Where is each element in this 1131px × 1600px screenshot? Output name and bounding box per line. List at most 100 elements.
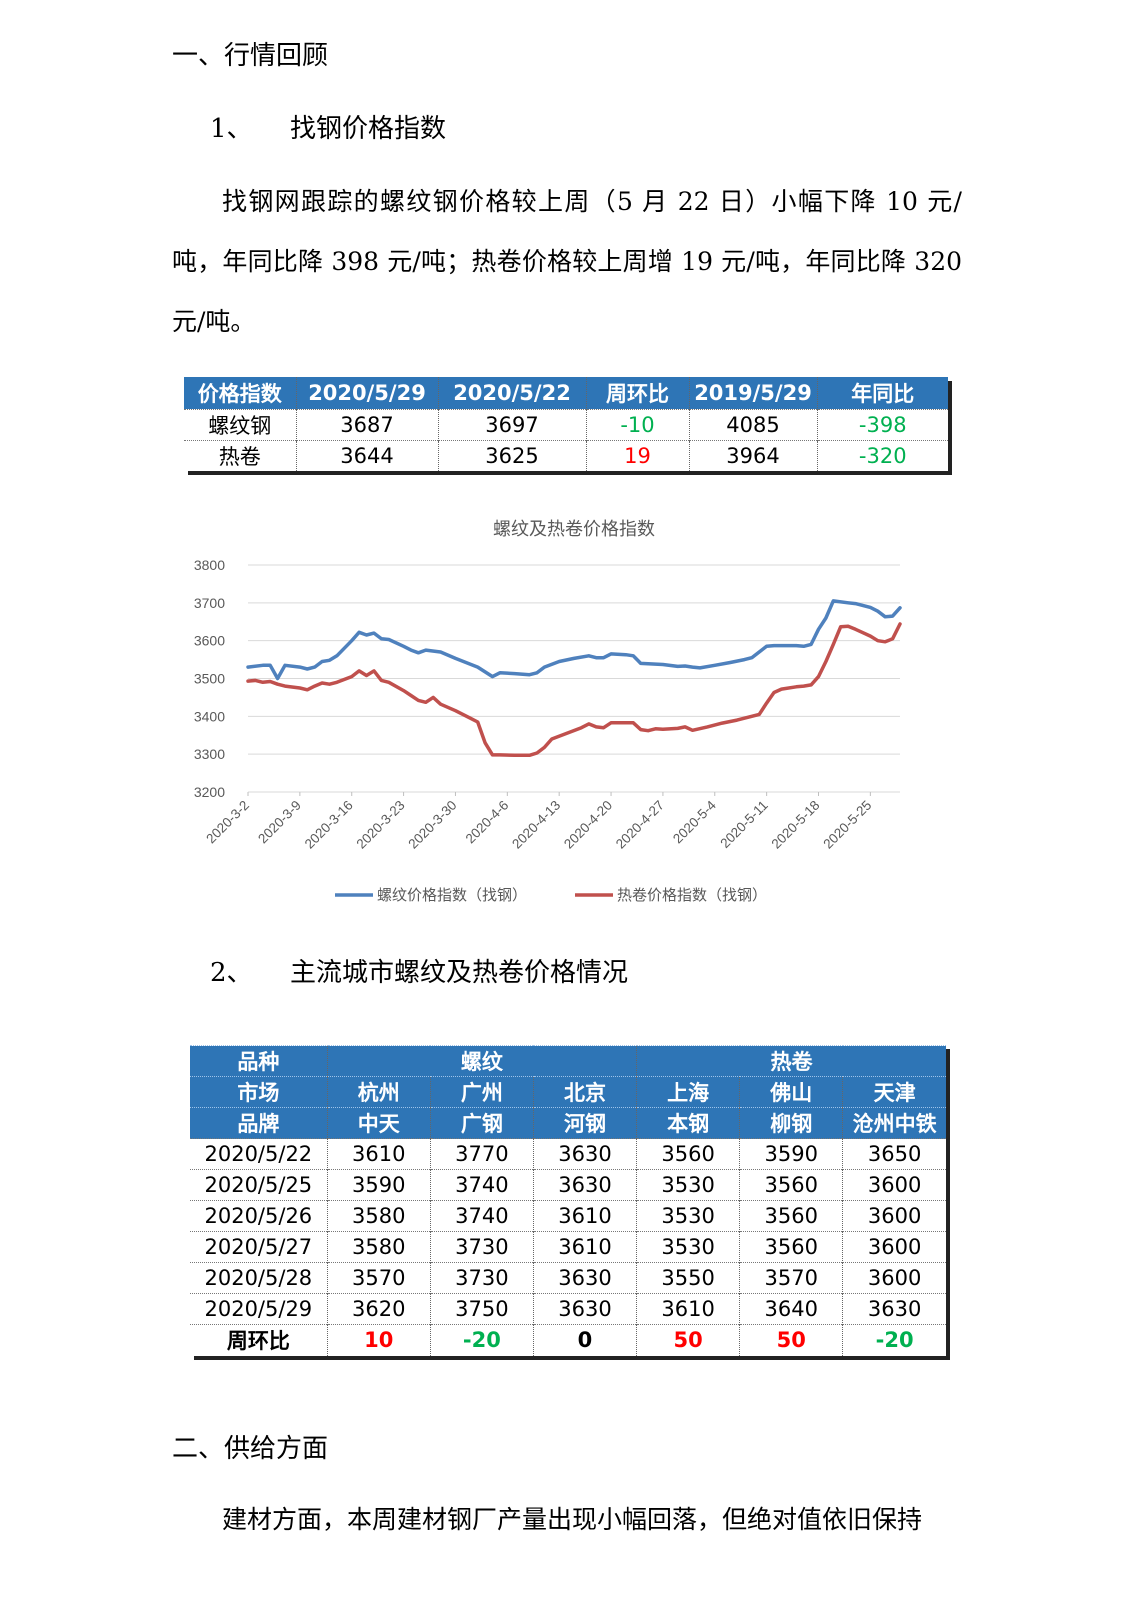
x-tick-label: 2020-5-25 — [820, 798, 874, 852]
table-row: 螺纹钢 3687 3697 -10 4085 -398 — [184, 408, 948, 440]
subsection-text: 主流城市螺纹及热卷价格情况 — [290, 958, 629, 988]
wow-change: -10 — [585, 408, 689, 440]
header-row-market: 市场 杭州 广州 北京 上海 佛山 天津 — [190, 1076, 946, 1108]
yoy-change: -320 — [816, 439, 948, 471]
price-cell: 3630 — [532, 1293, 637, 1325]
product-name: 热卷 — [184, 439, 296, 471]
table-row: 2020/5/29 3620 3750 3630 3610 3640 3630 — [190, 1293, 946, 1325]
price-cell: 3590 — [739, 1138, 843, 1170]
wow-cell: 50 — [739, 1324, 843, 1356]
price-cell: 3570 — [326, 1262, 431, 1294]
price-cell: 3580 — [326, 1200, 431, 1232]
x-tick-label: 2020-4-13 — [509, 798, 563, 852]
price-cell: 3600 — [842, 1200, 946, 1232]
wow-row: 周环比 10 -20 0 50 50 -20 — [190, 1324, 946, 1356]
market-cell: 上海 — [636, 1076, 740, 1108]
market-cell: 北京 — [532, 1076, 637, 1108]
date-cell: 2020/5/25 — [190, 1169, 328, 1201]
market-cell: 佛山 — [739, 1076, 843, 1108]
price-cell: 3630 — [532, 1138, 637, 1170]
price-cell: 3600 — [842, 1262, 946, 1294]
price-cell: 3630 — [532, 1169, 637, 1201]
market-cell: 广州 — [429, 1076, 534, 1108]
wow-cell: -20 — [429, 1324, 534, 1356]
rebar-index-line — [246, 599, 902, 681]
header-cell: 周环比 — [585, 377, 689, 409]
table-row: 2020/5/22 3610 3770 3630 3560 3590 3650 — [190, 1138, 946, 1170]
date-cell: 2020/5/28 — [190, 1262, 328, 1294]
price-cell: 3740 — [429, 1200, 534, 1232]
wow-cell: 10 — [326, 1324, 431, 1356]
price-cell: 3730 — [429, 1231, 534, 1263]
market-cell: 天津 — [842, 1076, 946, 1108]
price-cell: 3530 — [636, 1231, 740, 1263]
x-tick-label: 2020-3-30 — [405, 798, 459, 852]
chart-title: 螺纹及热卷价格指数 — [493, 519, 655, 539]
y-tick-label: 3400 — [194, 708, 225, 724]
table-cell: 4085 — [688, 408, 817, 440]
price-cell: 3600 — [842, 1231, 946, 1263]
subsection-number: 2、 — [210, 958, 253, 988]
x-tick-label: 2020-5-11 — [717, 798, 770, 851]
date-cell: 2020/5/27 — [190, 1231, 328, 1263]
header-cell: 价格指数 — [184, 377, 296, 409]
header-row-brand: 品牌 中天 广钢 河钢 本钢 柳钢 沧州中铁 — [190, 1107, 946, 1139]
price-cell: 3560 — [636, 1138, 740, 1170]
legend-label: 热卷价格指数（找钢） — [617, 887, 767, 904]
row-label: 市场 — [190, 1076, 328, 1108]
table-row: 2020/5/25 3590 3740 3630 3530 3560 3600 — [190, 1169, 946, 1201]
y-tick-label: 3700 — [194, 595, 225, 611]
wow-cell: -20 — [842, 1324, 946, 1356]
brand-cell: 沧州中铁 — [842, 1107, 946, 1139]
product-group: 螺纹 — [326, 1045, 637, 1077]
price-cell: 3750 — [429, 1293, 534, 1325]
x-tick-label: 2020-3-23 — [354, 798, 408, 852]
price-cell: 3610 — [636, 1293, 740, 1325]
header-cell: 2020/5/22 — [437, 377, 586, 409]
x-tick-label: 2020-4-20 — [561, 798, 615, 852]
paragraph-supply: 建材方面，本周建材钢厂产量出现小幅回落，但绝对值依旧保持 — [222, 1505, 923, 1534]
y-tick-label: 3200 — [194, 784, 225, 800]
price-cell: 3610 — [326, 1138, 431, 1170]
price-index-table: 价格指数 2020/5/29 2020/5/22 周环比 2019/5/29 年… — [184, 377, 948, 471]
price-cell: 3590 — [326, 1169, 431, 1201]
table-row: 2020/5/27 3580 3730 3610 3530 3560 3600 — [190, 1231, 946, 1263]
wow-cell: 50 — [636, 1324, 740, 1356]
x-tick-label: 2020-5-4 — [670, 797, 719, 846]
price-cell: 3560 — [739, 1200, 843, 1232]
price-cell: 3620 — [326, 1293, 431, 1325]
table-row: 2020/5/26 3580 3740 3610 3530 3560 3600 — [190, 1200, 946, 1232]
table-cell: 3687 — [295, 408, 438, 440]
price-cell: 3570 — [739, 1262, 843, 1294]
product-name: 螺纹钢 — [184, 408, 296, 440]
city-price-table: 品种 螺纹 热卷 市场 杭州 广州 北京 上海 佛山 天津 品牌 中天 广钢 河… — [190, 1045, 946, 1356]
paragraph-price-summary: 找钢网跟踪的螺纹钢价格较上周（5 月 22 日）小幅下降 10 元/吨，年同比降… — [172, 187, 962, 336]
brand-cell: 广钢 — [429, 1107, 534, 1139]
y-tick-label: 3800 — [194, 557, 225, 573]
price-cell: 3530 — [636, 1200, 740, 1232]
price-cell: 3640 — [739, 1293, 843, 1325]
date-cell: 2020/5/29 — [190, 1293, 328, 1325]
table-cell: 3964 — [688, 439, 817, 471]
product-group: 热卷 — [636, 1045, 946, 1077]
x-tick-label: 2020-5-18 — [768, 798, 822, 852]
price-cell: 3630 — [842, 1293, 946, 1325]
brand-cell: 河钢 — [532, 1107, 637, 1139]
market-cell: 杭州 — [326, 1076, 431, 1108]
y-tick-label: 3300 — [194, 746, 225, 762]
header-row-product: 品种 螺纹 热卷 — [190, 1045, 946, 1077]
subsection-title-1: 1、 找钢价格指数 — [210, 113, 446, 145]
x-tick-label: 2020-4-27 — [613, 798, 667, 852]
price-cell: 3580 — [326, 1231, 431, 1263]
wow-label: 周环比 — [190, 1324, 328, 1356]
price-cell: 3630 — [532, 1262, 637, 1294]
price-cell: 3730 — [429, 1262, 534, 1294]
table-cell: 3625 — [437, 439, 586, 471]
subsection-text: 找钢价格指数 — [290, 114, 447, 144]
x-tick-label: 2020-3-16 — [302, 798, 356, 852]
date-cell: 2020/5/22 — [190, 1138, 328, 1170]
price-cell: 3610 — [532, 1231, 637, 1263]
header-cell: 2020/5/29 — [295, 377, 438, 409]
price-cell: 3560 — [739, 1169, 843, 1201]
y-tick-label: 3500 — [194, 671, 225, 687]
